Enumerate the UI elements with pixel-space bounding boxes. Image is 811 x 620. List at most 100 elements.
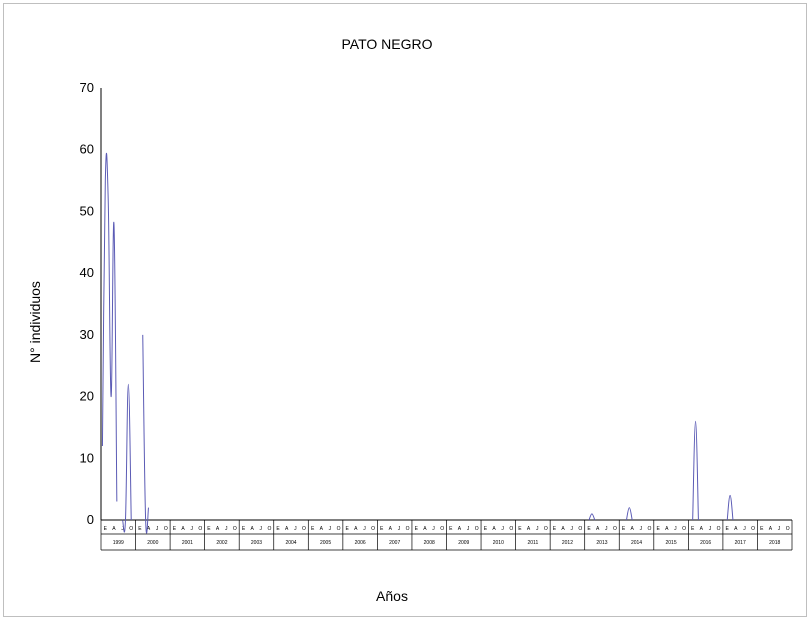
series-line-segment — [692, 420, 699, 521]
x-month-label: J — [743, 526, 746, 532]
x-month-label: A — [596, 526, 600, 532]
y-tick-label: 60 — [80, 142, 94, 157]
x-month-label: O — [198, 526, 202, 532]
x-month-label: O — [164, 526, 168, 532]
x-month-label: E — [311, 526, 315, 532]
y-axis-title: N° individuos — [27, 281, 43, 363]
x-month-label: E — [587, 526, 591, 532]
x-month-label: O — [371, 526, 375, 532]
x-month-label: O — [129, 526, 133, 532]
x-month-label: E — [622, 526, 626, 532]
x-month-label: O — [267, 526, 271, 532]
y-tick-label: 30 — [80, 327, 94, 342]
y-tick-label: 70 — [80, 80, 94, 95]
x-month-label: J — [570, 526, 573, 532]
series-line-segment — [142, 334, 150, 534]
x-month-label: A — [389, 526, 393, 532]
y-tick-label: 0 — [87, 512, 94, 527]
x-month-label: J — [778, 526, 781, 532]
x-year-label: 2007 — [389, 540, 400, 546]
x-month-label: A — [631, 526, 635, 532]
x-month-label: O — [751, 526, 755, 532]
x-month-label: J — [190, 526, 193, 532]
x-month-label: A — [700, 526, 704, 532]
x-month-label: O — [440, 526, 444, 532]
y-tick-label: 10 — [80, 450, 94, 465]
series-line-segment — [726, 494, 734, 521]
x-year-label: 2004 — [285, 540, 296, 546]
x-month-label: J — [294, 526, 297, 532]
x-month-label: J — [605, 526, 608, 532]
x-month-label: O — [648, 526, 652, 532]
x-year-label: 2005 — [320, 540, 331, 546]
x-year-label: 2014 — [631, 540, 642, 546]
x-year-label: 2001 — [182, 540, 193, 546]
x-month-label: O — [233, 526, 237, 532]
x-month-label: J — [709, 526, 712, 532]
x-year-label: 2009 — [458, 540, 469, 546]
x-year-label: 2018 — [769, 540, 780, 546]
series-line-segment — [101, 152, 118, 502]
x-month-label: O — [544, 526, 548, 532]
x-month-label: A — [354, 526, 358, 532]
x-month-label: A — [181, 526, 185, 532]
y-tick-label: 20 — [80, 389, 94, 404]
x-month-label: J — [156, 526, 159, 532]
x-month-label: E — [138, 526, 142, 532]
x-year-label: 2015 — [666, 540, 677, 546]
x-month-label: A — [665, 526, 669, 532]
plot-area — [101, 152, 734, 534]
x-month-label: A — [734, 526, 738, 532]
x-month-label: J — [329, 526, 332, 532]
x-axis-title: Años — [376, 588, 408, 604]
x-month-label: A — [250, 526, 254, 532]
x-month-label: O — [786, 526, 790, 532]
x-month-label: O — [578, 526, 582, 532]
x-month-label: J — [225, 526, 228, 532]
x-month-label: E — [553, 526, 557, 532]
y-tick-label: 50 — [80, 203, 94, 218]
x-month-label: E — [173, 526, 177, 532]
x-month-label: E — [345, 526, 349, 532]
x-month-label: O — [302, 526, 306, 532]
x-month-label: J — [501, 526, 504, 532]
y-tick-label: 40 — [80, 265, 94, 280]
x-year-label: 2011 — [527, 540, 538, 546]
x-month-label: E — [242, 526, 246, 532]
x-year-label: 2008 — [424, 540, 435, 546]
x-year-label: 1999 — [113, 540, 124, 546]
x-month-label: E — [380, 526, 384, 532]
x-year-label: 2016 — [700, 540, 711, 546]
x-month-label: J — [398, 526, 401, 532]
x-month-label: E — [449, 526, 453, 532]
x-month-label: O — [475, 526, 479, 532]
x-month-label: J — [640, 526, 643, 532]
x-month-label: E — [518, 526, 522, 532]
x-year-label: 2003 — [251, 540, 262, 546]
x-month-label: A — [527, 526, 531, 532]
x-year-label: 2006 — [355, 540, 366, 546]
chart-svg: PATO NEGRO N° individuos Años 0 10 20 30 40 5… — [27, 36, 793, 604]
chart-title: PATO NEGRO — [341, 36, 432, 52]
x-month-label: O — [509, 526, 513, 532]
x-month-label: E — [656, 526, 660, 532]
chart-frame: PATO NEGRO N° individuos Años 0 10 20 30 40 5… — [3, 3, 807, 617]
x-month-label: A — [112, 526, 116, 532]
x-month-label: J — [121, 526, 124, 532]
x-year-label: 2000 — [147, 540, 158, 546]
x-month-label: J — [467, 526, 470, 532]
series-line-segment — [588, 513, 596, 521]
x-month-label: O — [337, 526, 341, 532]
x-month-label: O — [613, 526, 617, 532]
x-month-label: J — [536, 526, 539, 532]
x-month-label: E — [484, 526, 488, 532]
x-month-label: E — [760, 526, 764, 532]
x-year-label: 2012 — [562, 540, 573, 546]
x-month-label: J — [260, 526, 263, 532]
x-year-label: 2010 — [493, 540, 504, 546]
x-year-label: 2017 — [735, 540, 746, 546]
x-month-label: O — [682, 526, 686, 532]
x-month-label: E — [207, 526, 211, 532]
x-month-label: E — [691, 526, 695, 532]
